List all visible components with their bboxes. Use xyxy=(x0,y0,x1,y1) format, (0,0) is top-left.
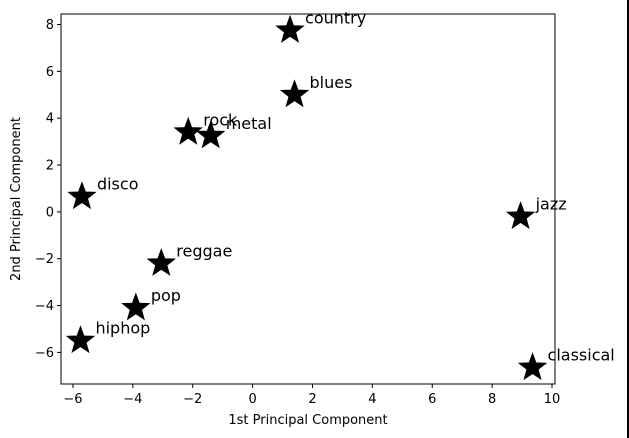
point-label: disco xyxy=(97,175,139,194)
star-marker xyxy=(275,14,305,43)
y-tick-label: −4 xyxy=(35,299,54,314)
data-points: countrybluesrockmetaldiscojazzreggaepoph… xyxy=(65,8,615,381)
star-marker xyxy=(195,120,226,149)
point-label: reggae xyxy=(176,241,232,260)
x-tick-label: 4 xyxy=(368,392,376,407)
star-marker xyxy=(505,201,536,230)
y-tick-label: 2 xyxy=(46,159,54,174)
star-marker xyxy=(146,247,176,276)
x-tick-label: 0 xyxy=(248,392,256,407)
x-tick-label: −4 xyxy=(123,392,142,407)
plot-frame xyxy=(60,13,556,385)
point-label: pop xyxy=(151,286,181,305)
y-axis-label: 2nd Principal Component xyxy=(9,117,24,281)
star-marker xyxy=(121,292,151,321)
x-tick-label: 10 xyxy=(544,392,561,407)
window-edge xyxy=(627,0,629,438)
star-marker xyxy=(517,352,548,381)
point-label: country xyxy=(305,8,366,27)
y-tick-label: 6 xyxy=(46,65,54,80)
x-tick-label: −2 xyxy=(183,392,202,407)
point-label: metal xyxy=(226,114,272,133)
point-label: blues xyxy=(310,73,353,92)
x-tick-label: −6 xyxy=(63,392,82,407)
star-marker xyxy=(173,116,203,145)
x-axis: −6 −4 −2 0 2 4 6 8 10 xyxy=(63,384,560,407)
y-tick-label: 8 xyxy=(46,18,54,33)
x-tick-label: 8 xyxy=(488,392,496,407)
point-label: classical xyxy=(548,346,615,365)
y-tick-label: 0 xyxy=(46,205,54,220)
y-tick-label: −2 xyxy=(35,252,54,267)
x-axis-label: 1st Principal Component xyxy=(228,413,387,428)
y-axis: −6 −4 −2 0 2 4 6 8 xyxy=(35,18,61,361)
x-tick-label: 2 xyxy=(308,392,316,407)
star-marker xyxy=(279,79,310,108)
x-tick-label: 6 xyxy=(428,392,436,407)
point-label: jazz xyxy=(535,195,567,214)
star-marker xyxy=(65,325,96,354)
point-label: hiphop xyxy=(95,319,150,338)
y-tick-label: −6 xyxy=(35,346,54,361)
y-tick-label: 4 xyxy=(46,112,54,127)
star-marker xyxy=(67,181,97,210)
